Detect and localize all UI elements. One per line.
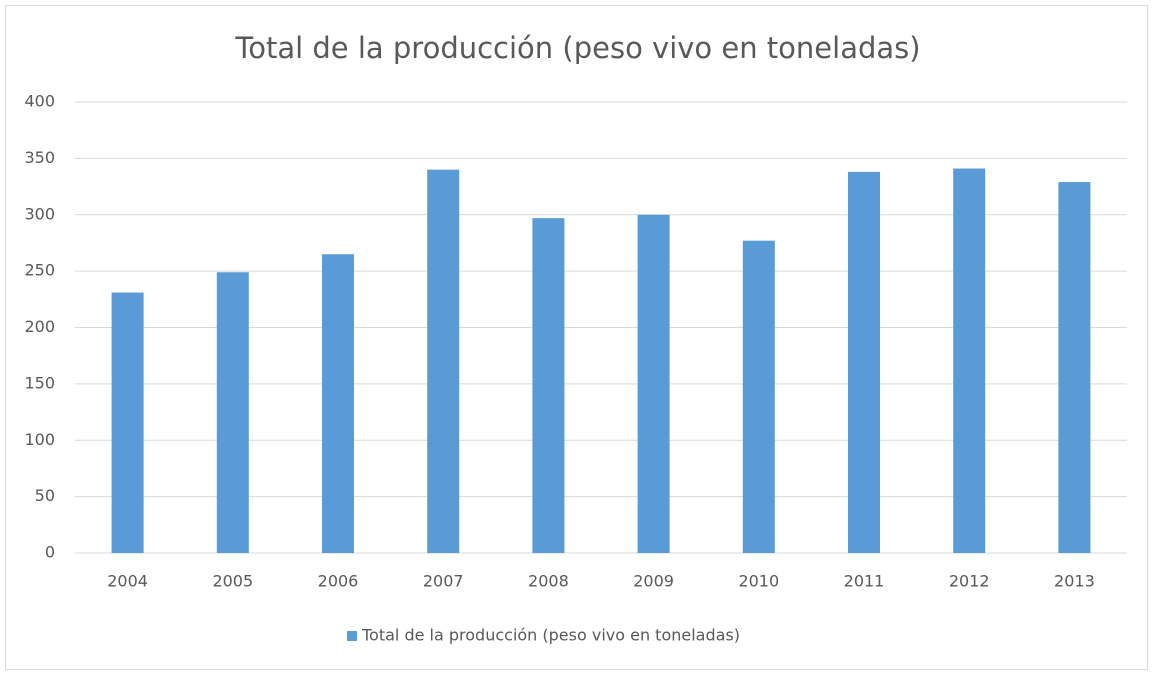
x-tick-label: 2006 bbox=[318, 572, 359, 591]
bar bbox=[848, 171, 880, 553]
bar bbox=[637, 214, 670, 553]
y-tick-label: 50 bbox=[35, 486, 55, 505]
bar bbox=[216, 272, 249, 553]
y-tick-label: 350 bbox=[24, 148, 55, 167]
x-tick-label: 2004 bbox=[107, 572, 148, 591]
legend-swatch bbox=[347, 631, 357, 641]
bar bbox=[322, 254, 354, 553]
legend-label: Total de la producción (peso vivo en ton… bbox=[361, 626, 740, 645]
bar bbox=[742, 240, 775, 553]
y-tick-label: 300 bbox=[24, 204, 55, 223]
bar bbox=[1058, 182, 1091, 554]
x-tick-label: 2011 bbox=[844, 572, 885, 591]
x-tick-label: 2005 bbox=[212, 572, 253, 591]
bar bbox=[111, 292, 144, 553]
chart-title: Total de la producción (peso vivo en ton… bbox=[234, 31, 920, 65]
y-tick-label: 200 bbox=[24, 317, 55, 336]
y-tick-label: 250 bbox=[24, 261, 55, 280]
bar bbox=[953, 168, 986, 553]
bar bbox=[427, 169, 460, 553]
y-tick-label: 0 bbox=[45, 543, 55, 562]
x-tick-label: 2007 bbox=[423, 572, 464, 591]
y-tick-label: 150 bbox=[24, 373, 55, 392]
x-tick-label: 2013 bbox=[1054, 572, 1095, 591]
x-tick-label: 2009 bbox=[633, 572, 674, 591]
y-tick-label: 400 bbox=[24, 92, 55, 111]
x-tick-label: 2010 bbox=[738, 572, 779, 591]
x-tick-label: 2008 bbox=[528, 572, 569, 591]
x-tick-label: 2012 bbox=[949, 572, 990, 591]
bar bbox=[532, 218, 565, 553]
y-tick-label: 100 bbox=[24, 430, 55, 449]
